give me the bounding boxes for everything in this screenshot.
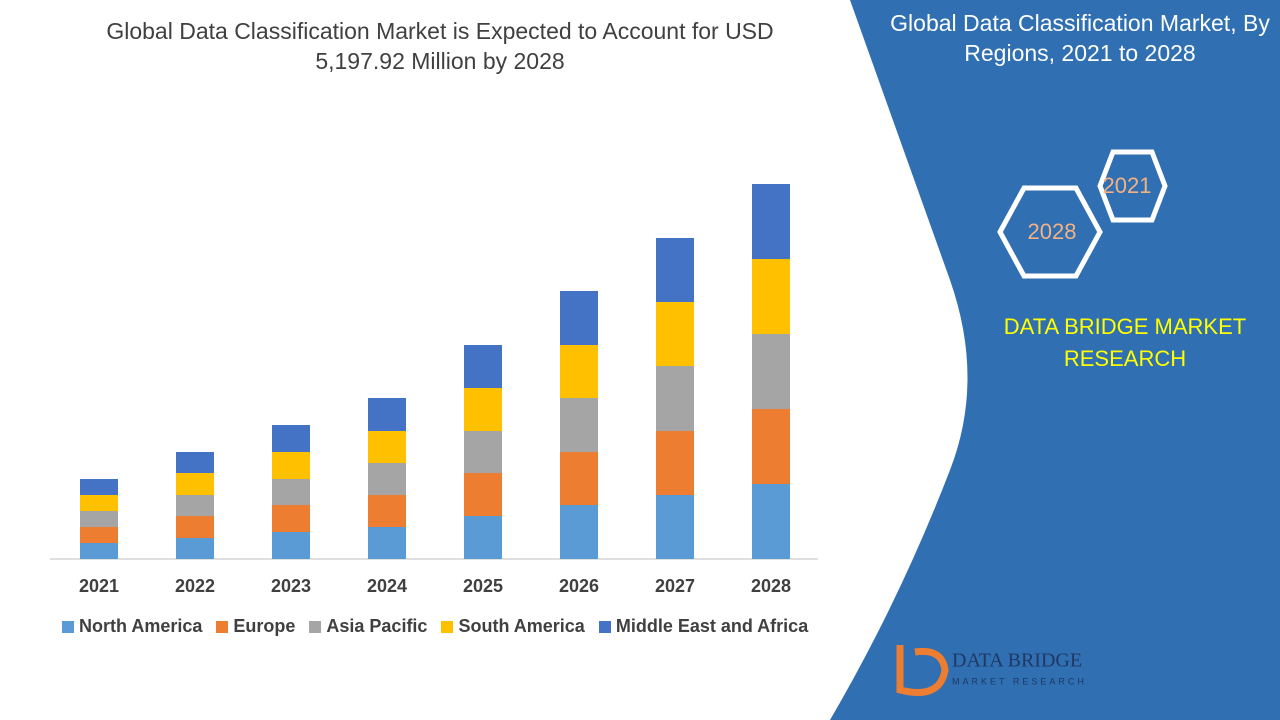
bar-segment: [464, 345, 502, 388]
side-panel: [830, 0, 1280, 720]
bar-segment: [656, 366, 694, 431]
legend-item: Asia Pacific: [309, 616, 427, 637]
bar-segment: [368, 527, 406, 559]
legend: North America Europe Asia Pacific South Ame…: [62, 616, 808, 637]
bar-segment: [560, 398, 598, 452]
bar-segment: [656, 495, 694, 559]
panel-title: Global Data Classification Market, By Re…: [890, 10, 1270, 66]
bar-segment: [752, 484, 790, 559]
legend-swatch: [309, 620, 322, 633]
bar-segment: [752, 409, 790, 484]
brand: DATA BRIDGE MARKET RESEARCH: [1003, 314, 1247, 371]
bar-segment: [80, 479, 118, 495]
bar-segment: [368, 463, 406, 495]
bar-segment: [368, 431, 406, 463]
bar-segment: [464, 388, 502, 431]
x-tick-label: 2025: [463, 576, 503, 596]
bar-segment: [176, 495, 214, 516]
hexagon-label: 2028: [1028, 219, 1077, 244]
legend-swatch: [62, 620, 74, 633]
x-tick-label: 2026: [559, 576, 599, 596]
bar-segment: [272, 532, 310, 559]
bar-segment: [272, 452, 310, 479]
legend-item: Europe: [216, 616, 295, 637]
hexagon-label: 2021: [1103, 173, 1152, 198]
bar-segment: [80, 543, 118, 559]
x-tick-label: 2024: [367, 576, 407, 596]
hexagon: [997, 185, 1103, 279]
logo-name: DATA BRIDGE: [952, 650, 1082, 672]
bar-segment: [656, 238, 694, 302]
bar-segment: [176, 452, 214, 473]
bar-segment: [560, 505, 598, 559]
legend-label: Middle East and Africa: [615, 616, 809, 636]
legend-item: Middle East and Africa: [598, 616, 809, 637]
bar-segment: [272, 505, 310, 532]
bar-segment: [368, 495, 406, 527]
x-tick-label: 2027: [655, 576, 695, 596]
hexagon: [1097, 149, 1168, 223]
bar-segment: [368, 398, 406, 431]
bar-segment: [464, 431, 502, 473]
logo-tagline: MARKET RESEARCH: [952, 676, 1087, 686]
logo-icon: [896, 645, 949, 696]
bar-segment: [464, 473, 502, 516]
chart-title: Global Data Classification Market is Exp…: [106, 18, 774, 74]
bar-segment: [80, 495, 118, 511]
legend-label: Europe: [233, 616, 296, 636]
bar-segment: [464, 516, 502, 559]
bar-segment: [80, 511, 118, 527]
x-tick-label: 2022: [175, 576, 215, 596]
bar-segment: [80, 527, 118, 543]
x-tick-label: 2021: [79, 576, 119, 596]
x-tick-label: 2023: [271, 576, 311, 596]
bar-segment: [656, 302, 694, 366]
legend-item: North America: [62, 616, 202, 637]
legend-swatch: [598, 620, 611, 633]
bar-segment: [560, 291, 598, 345]
legend-swatch: [441, 620, 454, 633]
legend-label: North America: [79, 616, 203, 636]
bar-segment: [272, 425, 310, 452]
legend-swatch: [216, 620, 229, 633]
bar-segment: [272, 479, 310, 505]
bar-segment: [176, 516, 214, 538]
bar-segment: [176, 473, 214, 495]
legend-label: Asia Pacific: [326, 616, 428, 636]
legend-label: South America: [458, 616, 585, 636]
legend-item: South America: [441, 616, 585, 637]
bar-segment: [752, 334, 790, 409]
bar-segment: [560, 345, 598, 398]
bar-segment: [656, 431, 694, 495]
bar-segment: [752, 259, 790, 334]
bar-segment: [560, 452, 598, 505]
bar-segment: [752, 184, 790, 259]
bar-segment: [176, 538, 214, 559]
x-tick-label: 2028: [751, 576, 791, 596]
